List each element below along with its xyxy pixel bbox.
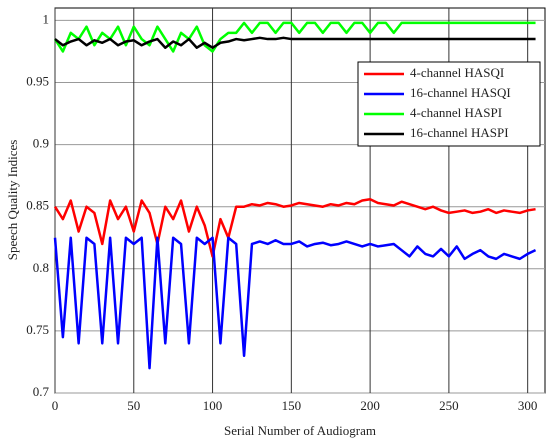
- x-tick-label: 100: [203, 398, 223, 413]
- y-tick-label: 0.85: [26, 198, 49, 213]
- x-tick-label: 150: [282, 398, 302, 413]
- x-tick-label: 50: [127, 398, 140, 413]
- y-tick-label: 1: [43, 11, 50, 26]
- x-axis-label: Serial Number of Audiogram: [224, 423, 376, 438]
- legend-label: 4-channel HASPI: [410, 105, 502, 120]
- legend-label: 16-channel HASQI: [410, 85, 511, 100]
- x-tick-label: 200: [360, 398, 380, 413]
- y-tick-label: 0.95: [26, 74, 49, 89]
- y-tick-label: 0.9: [33, 136, 49, 151]
- y-tick-label: 0.75: [26, 322, 49, 337]
- x-tick-label: 300: [518, 398, 538, 413]
- y-tick-label: 0.7: [33, 384, 50, 399]
- y-tick-label: 0.8: [33, 260, 49, 275]
- series-line: [53, 21, 536, 53]
- ticks: 0.7 0.75 0.8 0.85 0.9 0.95 1 0 50 100 150 200 250 300: [26, 11, 537, 413]
- legend-label: 16-channel HASPI: [410, 125, 509, 140]
- legend: 4-channel HASQI 16-channel HASQI 4-channel…: [357, 61, 541, 147]
- legend-box: [357, 61, 541, 147]
- series-line: [53, 198, 536, 258]
- x-tick-label: 250: [439, 398, 459, 413]
- x-tick-label: 0: [52, 398, 59, 413]
- series-line: [54, 36, 536, 49]
- legend-label: 4-channel HASQI: [410, 65, 504, 80]
- y-axis-label: Speech Quality Indices: [5, 140, 20, 261]
- series-line: [53, 236, 537, 370]
- lines: [53, 21, 537, 370]
